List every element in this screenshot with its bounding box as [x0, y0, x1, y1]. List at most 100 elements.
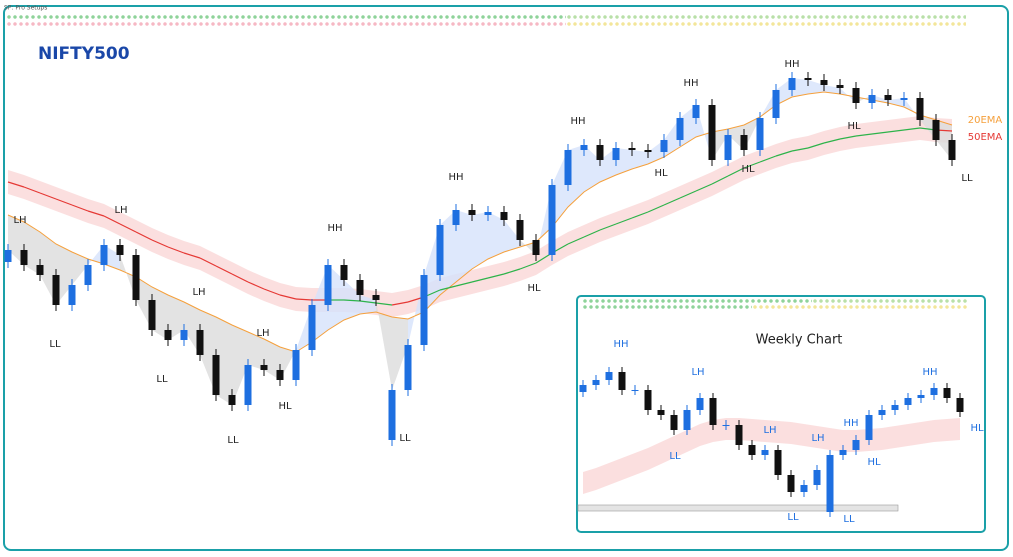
candle-body [148, 300, 156, 330]
ema-line [135, 231, 153, 241]
candle-body [605, 372, 613, 380]
ema-line [23, 186, 41, 194]
candle-body [916, 98, 924, 120]
ema-line [567, 236, 585, 245]
trend-cloud [808, 80, 824, 94]
candle-body [372, 295, 380, 300]
candle-body [631, 390, 639, 391]
swing-label: HH [922, 367, 937, 378]
candle-body [420, 275, 428, 345]
candle-body [804, 78, 812, 80]
ema-line [183, 252, 201, 259]
ema-line [87, 210, 105, 217]
swing-label: HL [278, 401, 292, 412]
candle-body [84, 265, 92, 285]
source-label: SP: Pro Setups [4, 5, 47, 12]
trend-cloud [712, 129, 728, 160]
candle-body [260, 365, 268, 370]
candle-body [670, 415, 678, 430]
ema-line [103, 215, 121, 225]
trend-cloud [568, 145, 584, 207]
candle-body [596, 145, 604, 160]
candle-body [452, 210, 460, 225]
inset-frame [576, 295, 986, 533]
trend-cloud [744, 117, 760, 150]
trend-cloud [456, 210, 472, 282]
main-chart: 20EMA 50EMA LH LH LL LH LL LH LL HL HH LL HH HL HH HL HH… [4, 59, 1003, 446]
trend-cloud [424, 225, 440, 312]
candle-body [708, 105, 716, 160]
candle-body [36, 265, 44, 275]
trend-cloud [616, 148, 632, 175]
trend-cloud [72, 252, 88, 285]
trend-cloud [264, 339, 280, 380]
candle-body [196, 330, 204, 355]
candle-body [244, 365, 252, 405]
trend-cloud [824, 85, 840, 94]
candle-body [683, 410, 691, 430]
ema-line [679, 190, 697, 199]
candle-body [228, 395, 236, 405]
trend-cloud [296, 305, 312, 352]
ema-line [695, 183, 713, 192]
ema-line [71, 204, 89, 212]
ema-line [647, 204, 665, 213]
candle-body [324, 265, 332, 305]
candle-body [724, 135, 732, 160]
trend-cloud [776, 78, 792, 105]
candle-body [820, 80, 828, 85]
candle-body [388, 390, 396, 440]
frame [3, 5, 1009, 551]
trend-cloud [24, 222, 40, 275]
trend-cloud [440, 210, 456, 295]
trend-cloud [120, 255, 136, 300]
trend-cloud [328, 265, 344, 330]
ema-line [743, 161, 761, 169]
swing-label: LL [843, 514, 855, 525]
swing-label: LH [13, 215, 26, 226]
trend-cloud [216, 317, 232, 405]
ema-line [727, 167, 745, 177]
ema-line [359, 300, 377, 304]
trend-cloud [664, 118, 680, 157]
ema-line [887, 129, 905, 133]
candle-body [878, 410, 886, 415]
trend-cloud [232, 325, 248, 405]
ema-line [167, 246, 185, 254]
ema-line [791, 147, 809, 152]
candle-body [340, 265, 348, 280]
candle-body [788, 78, 796, 90]
legend-label: 20EMA [968, 115, 1003, 126]
candle-body [891, 405, 899, 410]
candle-body [580, 145, 588, 150]
candle-body [618, 372, 626, 390]
ema-line [119, 223, 137, 233]
candle-body [468, 210, 476, 215]
trend-cloud [888, 98, 904, 107]
candle-body [612, 148, 620, 160]
trend-cloud [392, 317, 408, 390]
trend-cloud [168, 295, 184, 340]
candle-body [436, 225, 444, 275]
candle-body [100, 245, 108, 265]
signal-strip [752, 305, 967, 309]
trend-cloud [8, 215, 24, 265]
trend-cloud [872, 95, 888, 103]
trend-cloud [904, 98, 920, 120]
trend-cloud [280, 347, 296, 380]
ema-line [663, 197, 681, 206]
candle-body [852, 440, 860, 450]
ema-line [583, 229, 601, 238]
ema-line [903, 127, 921, 131]
candle-body [657, 410, 665, 415]
signal-strip [566, 22, 966, 26]
candle-body [696, 398, 704, 410]
candle-body [917, 395, 925, 398]
swing-label: LH [691, 367, 704, 378]
swing-label: HL [970, 423, 984, 434]
ema-line [199, 257, 217, 267]
ema-line [343, 299, 361, 302]
trend-cloud [488, 212, 504, 259]
